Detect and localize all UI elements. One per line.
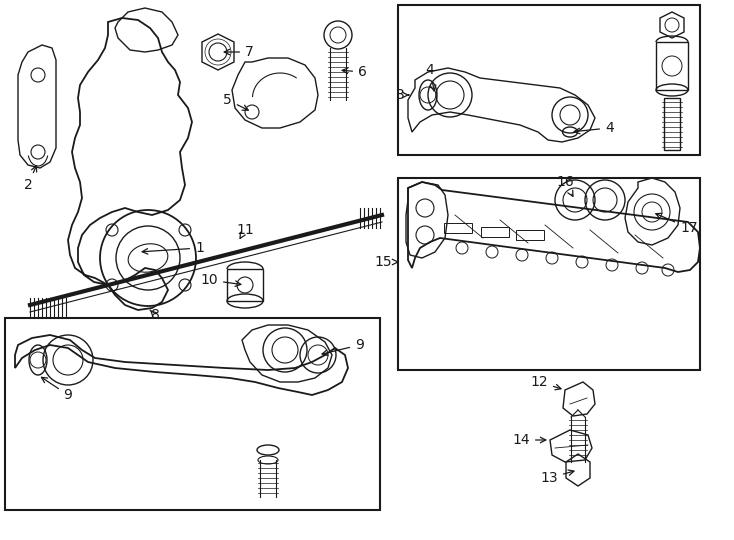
Text: 9: 9 [42, 377, 73, 402]
Bar [5, 318, 380, 510]
Text: 9: 9 [322, 338, 364, 355]
Text: 8: 8 [150, 308, 159, 322]
Text: 15: 15 [374, 255, 392, 269]
Bar [656, 42, 688, 90]
Bar [664, 98, 680, 150]
Text: 2: 2 [23, 166, 37, 192]
Text: 14: 14 [512, 433, 546, 447]
Text: 13: 13 [540, 470, 574, 485]
Bar [516, 230, 544, 240]
Bar [444, 223, 472, 233]
Text: 7: 7 [224, 45, 254, 59]
Text: 17: 17 [656, 213, 697, 235]
Bar [398, 178, 700, 370]
Bar [398, 5, 700, 155]
Text: 12: 12 [531, 375, 561, 390]
Text: 6: 6 [342, 65, 367, 79]
Bar [227, 269, 263, 301]
Text: 1: 1 [142, 241, 204, 255]
Text: 16: 16 [556, 175, 574, 197]
Text: 4: 4 [426, 63, 436, 91]
Text: 5: 5 [223, 93, 248, 110]
Bar [481, 227, 509, 237]
Text: 10: 10 [200, 273, 241, 287]
Text: 4: 4 [574, 121, 614, 135]
Text: 11: 11 [236, 223, 254, 237]
Text: 3: 3 [396, 88, 405, 102]
